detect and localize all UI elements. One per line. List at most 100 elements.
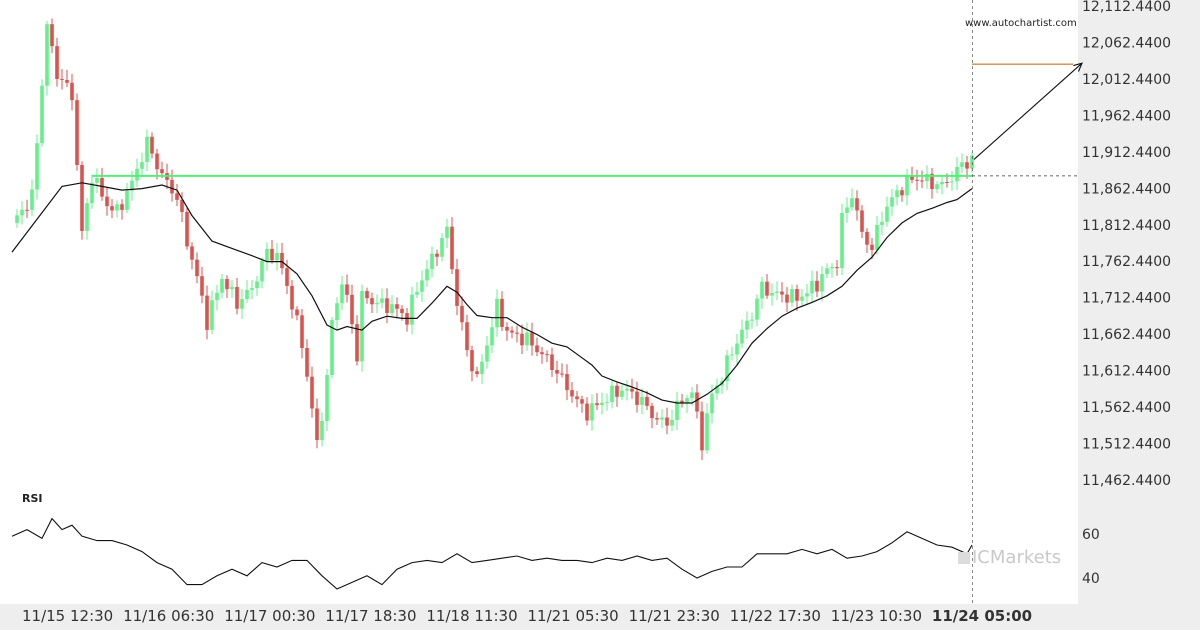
candle-body <box>800 296 804 301</box>
candle-body <box>365 291 369 299</box>
candle-body <box>200 276 204 296</box>
candle-body <box>205 295 209 330</box>
right-axis-panel <box>1078 0 1200 630</box>
candle-body <box>810 280 814 294</box>
candle-body <box>360 291 364 362</box>
candle-body <box>945 181 949 183</box>
x-tick-label: 11/22 17:30 <box>730 607 821 625</box>
candle-body <box>575 396 579 400</box>
candle-body <box>515 332 519 334</box>
y-tick-label: 11,512.4400 <box>1082 437 1171 453</box>
candle-body <box>965 162 969 169</box>
candle-body <box>440 237 444 257</box>
candle-body <box>770 292 774 296</box>
candle-body <box>260 260 264 282</box>
candle-body <box>510 330 514 333</box>
candle-body <box>425 269 429 281</box>
candle-body <box>920 180 924 182</box>
candle-body <box>265 248 269 261</box>
candle-body <box>745 320 749 330</box>
moving-average-line <box>11 182 973 404</box>
candle-body <box>665 417 669 426</box>
candle-body <box>645 396 649 406</box>
rsi-panel: RSI <box>11 492 973 590</box>
y-tick-label: 12,062.4400 <box>1082 35 1171 51</box>
candle-body <box>825 268 829 275</box>
candle-body <box>735 343 739 355</box>
candle-body <box>30 189 34 210</box>
price-axis: 12,112.4400 12,062.4400 12,012.4400 11,962.… <box>1082 0 1171 489</box>
candle-body <box>345 284 349 295</box>
candle-body <box>170 179 174 194</box>
x-tick-label: 11/18 11:30 <box>426 607 517 625</box>
rsi-label: RSI <box>22 492 43 505</box>
candle-body <box>710 393 714 414</box>
candle-body <box>750 319 754 321</box>
candle-body <box>490 327 494 346</box>
candle-body <box>500 298 504 327</box>
y-tick-label: 11,762.4400 <box>1082 254 1171 270</box>
candle-body <box>925 173 929 182</box>
candle-body <box>740 329 744 344</box>
y-tick-label: 12,012.4400 <box>1082 72 1171 88</box>
time-axis: 11/15 12:30 11/16 06:30 11/17 00:30 11/17 1… <box>22 607 1032 625</box>
candle-body <box>410 294 414 325</box>
autochartist-watermark: www.autochartist.com <box>965 18 1077 29</box>
candle-body <box>725 355 729 382</box>
candle-body <box>280 252 284 269</box>
candle-body <box>940 181 944 185</box>
candle-body <box>195 259 199 277</box>
candle-body <box>915 179 919 181</box>
candle-body <box>485 345 489 362</box>
x-tick-label: 11/17 00:30 <box>224 607 315 625</box>
candle-body <box>235 286 239 309</box>
candle-body <box>900 190 904 196</box>
candle-body <box>895 190 899 198</box>
x-tick-label: 11/24 05:00 <box>932 607 1032 625</box>
y-tick-label: 11,562.4400 <box>1082 400 1171 416</box>
candle-body <box>250 288 254 290</box>
candle-body <box>850 198 854 208</box>
candle-body <box>795 289 799 301</box>
candle-body <box>630 388 634 392</box>
candle-body <box>340 284 344 304</box>
candle-body <box>705 413 709 451</box>
rsi-tick-label: 40 <box>1082 571 1100 587</box>
candle-body <box>150 136 154 154</box>
candle-body <box>45 24 49 86</box>
candle-body <box>140 161 144 169</box>
rsi-tick-label: 60 <box>1082 527 1100 543</box>
candle-body <box>585 403 589 421</box>
x-tick-label: 11/16 06:30 <box>123 607 214 625</box>
candle-body <box>860 210 864 232</box>
y-tick-label: 11,462.4400 <box>1082 473 1171 489</box>
candle-body <box>215 292 219 301</box>
x-tick-label: 11/17 18:30 <box>325 607 416 625</box>
candle-body <box>325 374 329 421</box>
candle-body <box>120 204 124 210</box>
candle-body <box>855 198 859 211</box>
candle-body <box>40 85 44 144</box>
candle-body <box>840 212 844 269</box>
candle-body <box>715 385 719 394</box>
candle-body <box>415 291 419 295</box>
candle-body <box>395 304 399 309</box>
candle-body <box>115 204 119 211</box>
candle-body <box>100 177 104 197</box>
candle-body <box>470 350 474 372</box>
candle-body <box>35 143 39 190</box>
candle-body <box>80 164 84 231</box>
candle-body <box>605 402 609 404</box>
candle-body <box>160 169 164 174</box>
candle-body <box>960 162 964 167</box>
candle-body <box>375 302 379 305</box>
candle-body <box>560 373 564 375</box>
rsi-axis: 60 40 <box>1082 527 1100 587</box>
candle-body <box>105 196 109 207</box>
candle-body <box>595 403 599 406</box>
candle-body <box>90 182 94 204</box>
candle-body <box>610 385 614 403</box>
candle-body <box>435 253 439 257</box>
candle-body <box>555 370 559 374</box>
x-tick-label: 11/15 12:30 <box>22 607 113 625</box>
